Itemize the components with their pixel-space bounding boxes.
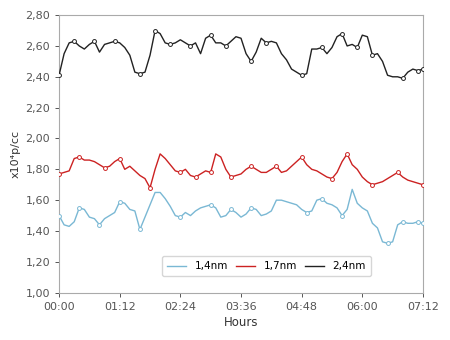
1,7nm	[420, 183, 426, 187]
2,4nm	[375, 52, 380, 56]
1,7nm	[56, 172, 62, 176]
1,7nm	[395, 170, 400, 174]
Line: 1,4nm: 1,4nm	[59, 189, 423, 243]
1,4nm	[56, 214, 62, 218]
Line: 1,7nm: 1,7nm	[59, 154, 423, 188]
2,4nm	[400, 76, 405, 80]
1,4nm	[238, 215, 244, 219]
1,4nm	[178, 215, 183, 219]
2,4nm	[153, 29, 158, 33]
1,7nm	[380, 180, 385, 184]
2,4nm	[243, 52, 249, 56]
1,7nm	[248, 164, 254, 168]
Line: 2,4nm: 2,4nm	[59, 31, 423, 78]
2,4nm	[56, 73, 62, 77]
1,4nm	[364, 209, 370, 213]
1,7nm	[147, 186, 153, 190]
2,4nm	[420, 67, 426, 71]
1,7nm	[158, 152, 163, 156]
2,4nm	[137, 72, 143, 76]
1,4nm	[375, 226, 380, 230]
1,7nm	[370, 183, 375, 187]
X-axis label: Hours: Hours	[224, 316, 258, 329]
1,4nm	[420, 221, 426, 225]
1,7nm	[137, 173, 143, 177]
Legend: 1,4nm, 1,7nm, 2,4nm: 1,4nm, 1,7nm, 2,4nm	[162, 256, 371, 276]
1,7nm	[188, 173, 193, 177]
2,4nm	[364, 35, 370, 39]
2,4nm	[183, 41, 188, 45]
1,4nm	[350, 187, 355, 191]
1,4nm	[395, 223, 400, 227]
1,4nm	[137, 227, 143, 232]
1,4nm	[385, 241, 390, 245]
2,4nm	[390, 75, 396, 79]
Y-axis label: x10⁴p/cc: x10⁴p/cc	[11, 130, 21, 178]
